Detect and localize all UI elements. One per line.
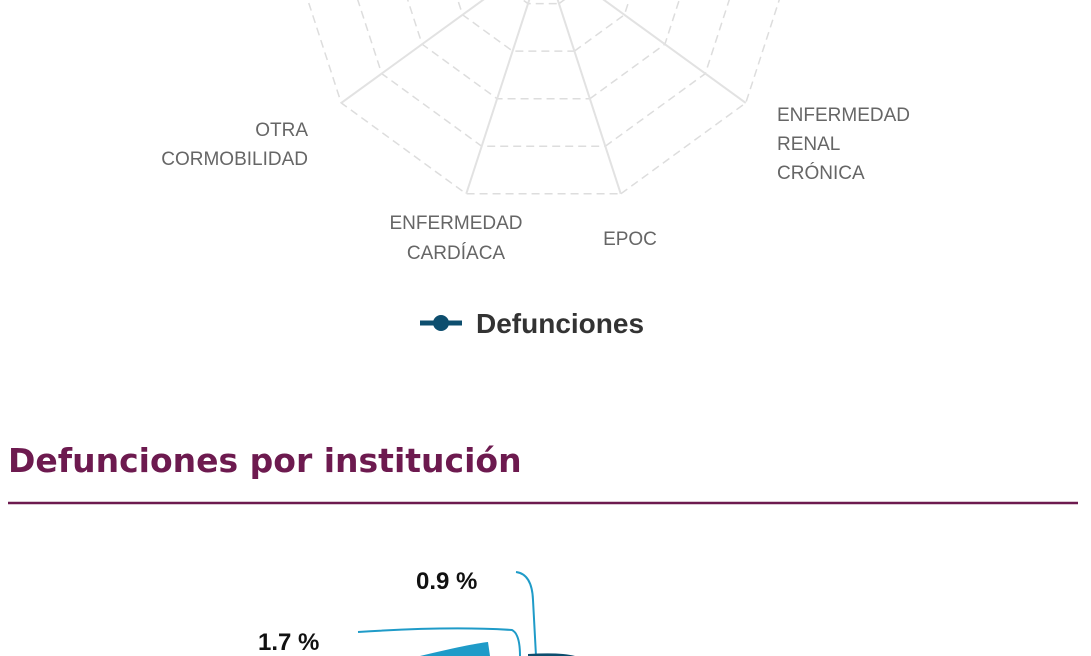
axis-label: OTRA [255,120,308,141]
radar-web [306,0,781,195]
radar-spoke [556,0,622,195]
pie-label: 0.9 % [416,568,477,595]
radar-spoke [602,0,747,104]
axis-label: CARDÍACA [407,243,506,264]
radar-ring [357,0,730,147]
legend-text[interactable]: Defunciones [476,308,644,339]
pie-slice [420,642,490,656]
leader-line [357,627,521,656]
axis-label: CORMOBILIDAD [161,149,308,170]
axis-label: EPOC [603,229,657,250]
axis-label: RENAL [777,134,840,155]
radar-spoke [340,0,485,104]
radar-ring [406,0,681,100]
section-title: Defunciones por institución [8,441,522,480]
pie-slice [528,653,575,656]
legend[interactable]: Defunciones [420,308,644,339]
radar-spoke [465,0,531,195]
axis-label: CRÓNICA [777,162,865,184]
radar-ring [521,0,566,5]
pie-label: 1.7 % [258,629,319,656]
radar-ring [306,0,781,195]
legend-marker [433,315,449,331]
axis-label: ENFERMEDAD [777,105,910,126]
leader-line [515,571,537,656]
axis-label: ENFERMEDAD [389,213,522,234]
